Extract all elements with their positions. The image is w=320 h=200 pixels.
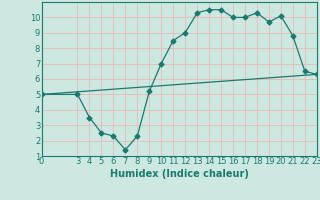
X-axis label: Humidex (Indice chaleur): Humidex (Indice chaleur) [110,169,249,179]
